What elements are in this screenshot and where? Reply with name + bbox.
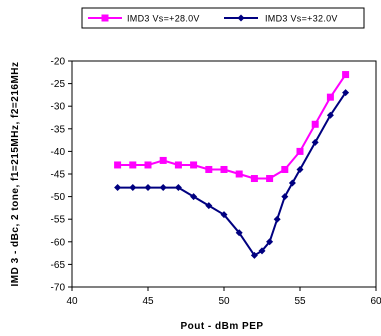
legend-label: IMD3 Vs=+28.0V <box>127 14 200 24</box>
data-point <box>174 161 182 169</box>
data-point <box>235 229 243 237</box>
legend-marker <box>237 14 245 22</box>
data-point <box>235 170 243 178</box>
data-point <box>326 111 334 119</box>
series-layer <box>114 71 350 259</box>
y-tick-label: -50 <box>51 192 66 203</box>
y-tick-label: -25 <box>51 79 66 90</box>
y-tick-label: -45 <box>51 170 66 181</box>
data-point <box>190 193 198 201</box>
data-point <box>144 161 152 169</box>
data-point <box>326 93 334 101</box>
legend-item-1: IMD3 Vs=+28.0V <box>88 14 200 24</box>
plot-area <box>71 60 377 288</box>
legend: IMD3 Vs=+28.0V IMD3 Vs=+32.0V <box>81 7 365 29</box>
series-1 <box>114 71 350 183</box>
legend-marker <box>101 14 109 22</box>
legend-label: IMD3 Vs=+32.0V <box>265 14 338 24</box>
data-point <box>250 251 258 259</box>
data-point <box>266 175 274 183</box>
data-point <box>220 165 228 173</box>
data-point <box>296 165 304 173</box>
data-point <box>114 161 122 169</box>
data-point <box>174 184 182 192</box>
y-tick-label: -30 <box>51 102 66 113</box>
data-point <box>220 211 228 219</box>
y-tick-label: -40 <box>51 147 66 158</box>
data-point <box>273 215 281 223</box>
y-tick-label: -55 <box>51 215 66 226</box>
series-2 <box>114 89 350 259</box>
data-point <box>281 193 289 201</box>
data-point <box>266 238 274 246</box>
data-point <box>281 165 289 173</box>
x-axis-ticks: 40 45 50 55 60 <box>66 287 381 307</box>
data-point <box>144 184 152 192</box>
series-line <box>117 74 347 180</box>
legend-item-2: IMD3 Vs=+32.0V <box>224 14 338 24</box>
plot-frame <box>71 60 377 288</box>
data-point <box>190 161 198 169</box>
data-point <box>296 147 304 155</box>
data-point <box>250 175 258 183</box>
data-point <box>288 179 296 187</box>
data-point <box>205 165 213 173</box>
x-tick-label: 40 <box>66 296 78 307</box>
x-axis-label: Pout - dBm PEP <box>180 321 263 332</box>
data-point <box>159 184 167 192</box>
y-tick-label: -20 <box>51 57 66 68</box>
data-point <box>342 71 350 79</box>
x-tick-label: 50 <box>218 296 230 307</box>
data-point <box>159 156 167 164</box>
x-tick-label: 55 <box>294 296 306 307</box>
data-point <box>205 202 213 210</box>
data-point <box>342 89 350 97</box>
data-point <box>114 184 122 192</box>
y-tick-label: -70 <box>51 283 66 294</box>
y-tick-label: -60 <box>51 237 66 248</box>
data-point <box>129 161 137 169</box>
y-tick-label: -65 <box>51 260 66 271</box>
data-point <box>311 120 319 128</box>
y-tick-label: -35 <box>51 124 66 135</box>
data-point <box>311 138 319 146</box>
x-tick-label: 45 <box>142 296 154 307</box>
x-tick-label: 60 <box>370 296 381 307</box>
data-point <box>129 184 137 192</box>
legend-box <box>81 7 365 29</box>
y-axis-label: IMD 3 - dBc, 2 tone, f1=215MHz, f2=216MH… <box>10 61 21 286</box>
data-point <box>258 247 266 255</box>
y-axis-ticks: -70 -65 -60 -55 -50 -45 -40 -35 -30 -25 -20 <box>51 57 72 294</box>
